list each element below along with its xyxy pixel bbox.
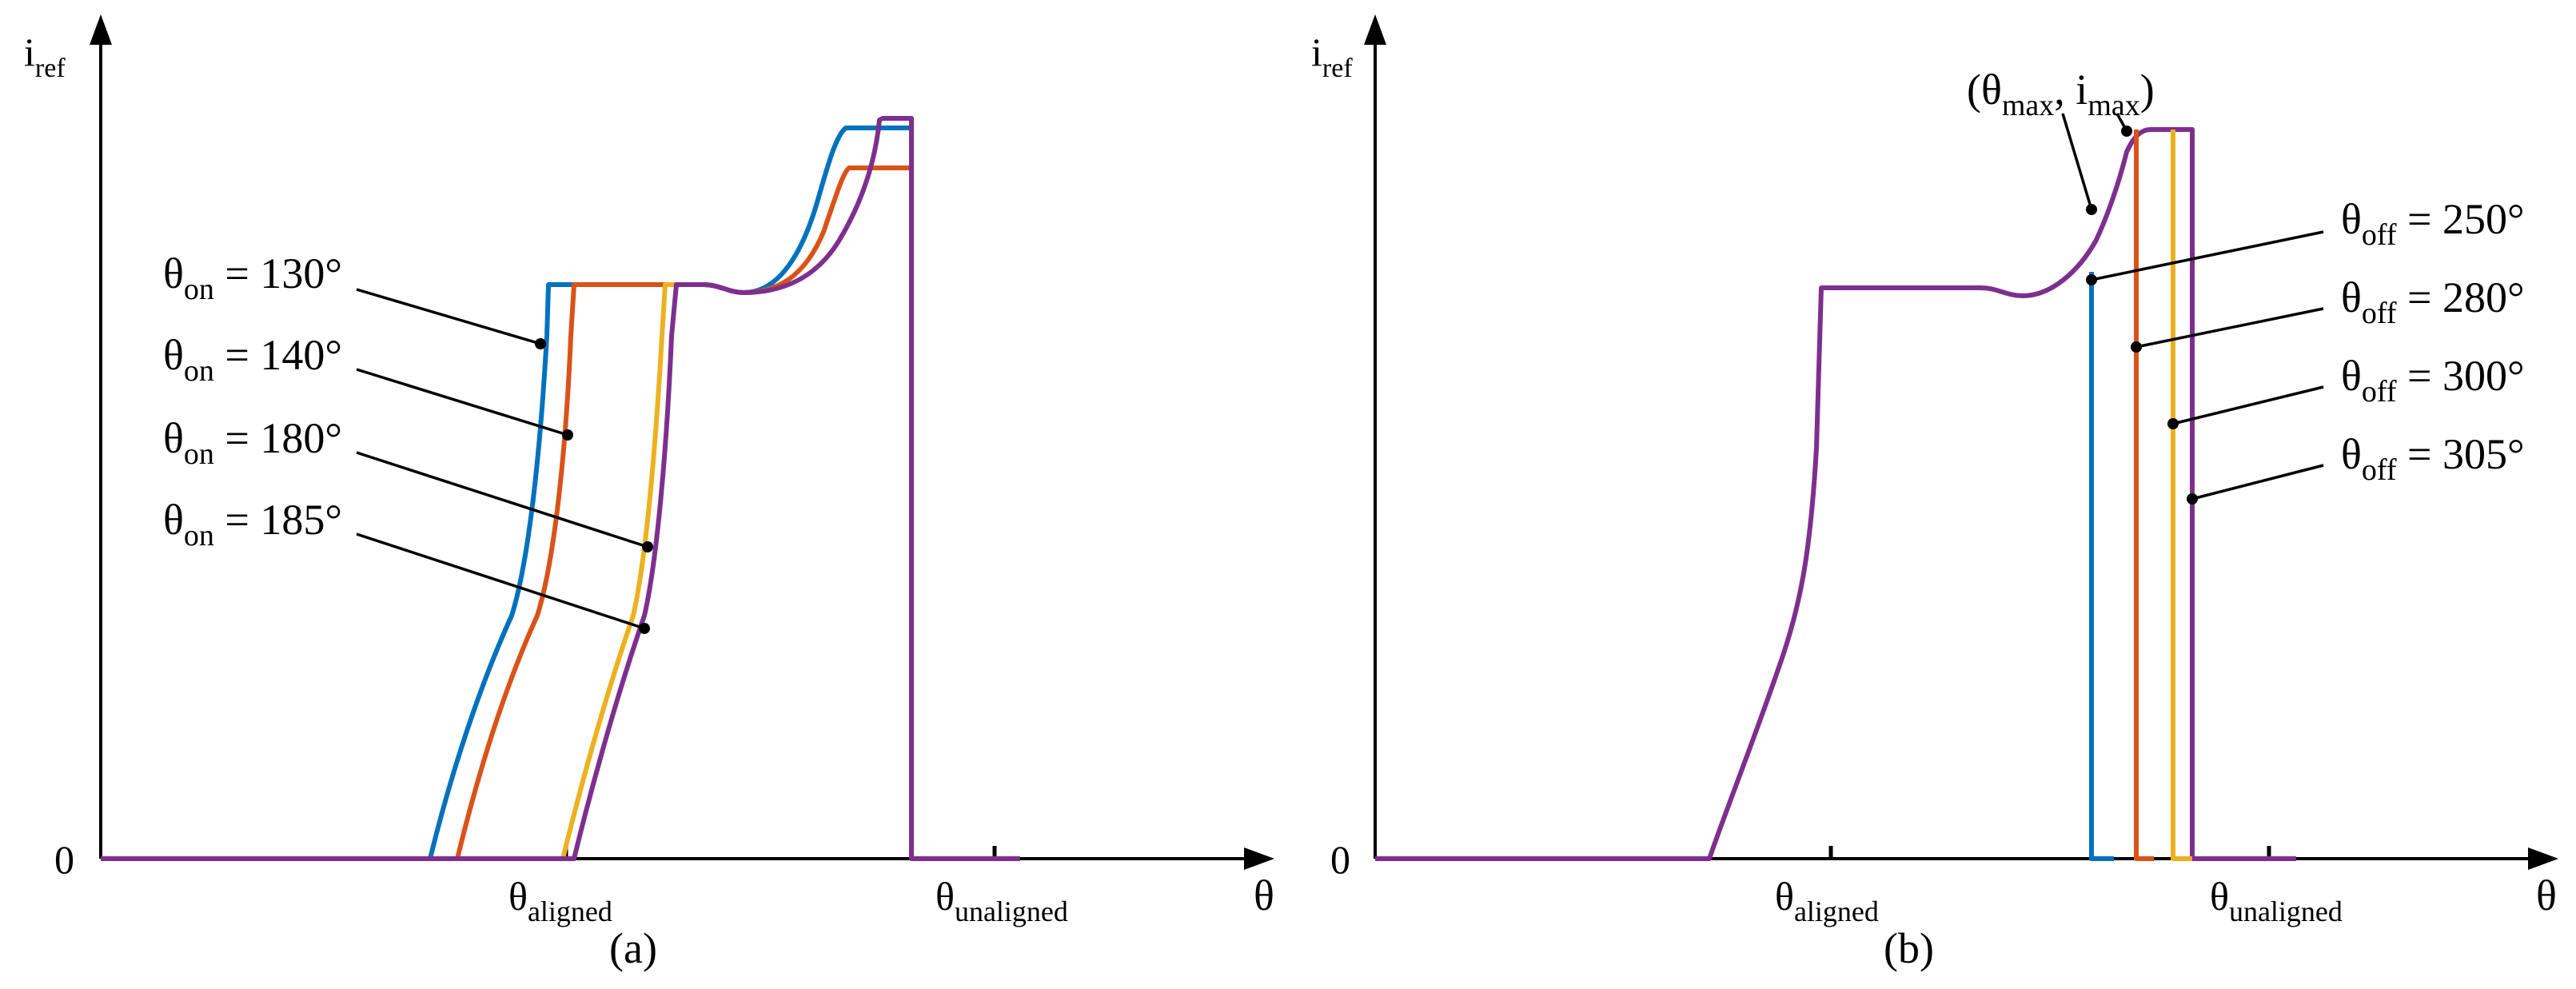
y-axis-arrow-a [90,14,112,45]
x-tick-label-unaligned-a: θunaligned [935,874,1068,927]
x-tick-label-unaligned-b: θunaligned [2210,874,2343,927]
panel-label-a: (a) [609,924,657,972]
leader-180 [356,451,648,548]
leader-300 [2172,385,2324,425]
series-a-140 [101,165,911,861]
leader-dot-305 [2187,493,2198,504]
y-axis-label-b: iref [1311,30,1353,83]
x-axis-arrow-b [2528,847,2558,870]
y-axis-arrow-b [1364,14,1386,45]
leader-dot-180 [642,541,653,552]
legend-label-130: θon = 130° [163,249,342,306]
y-zero-label-a: 0 [54,837,74,882]
leader-280 [2135,307,2324,349]
leader-max-a [2061,113,2093,210]
series-b-base [1375,127,2296,861]
leader-185 [356,532,645,630]
series-a-180 [560,282,704,859]
panel-a: iref 0 θaligned θunaligned θ (a) θon = 1… [24,14,1274,972]
leader-dot-185 [639,623,650,634]
leader-130 [356,288,541,345]
legend-label-280: θoff = 280° [2341,273,2525,330]
x-axis-label-b: θ [2536,871,2557,919]
panel-b: iref 0 θaligned θunaligned θ (b) (θmax, … [1311,14,2558,972]
leader-250 [2091,230,2324,281]
leader-dot-140 [562,429,573,441]
series-b-250 [2089,272,2114,861]
legend-label-300: θoff = 300° [2341,352,2525,409]
x-tick-label-aligned-b: θaligned [1775,874,1879,927]
leader-dot-130 [535,338,546,349]
leader-dot-max-a [2086,204,2097,215]
leader-dot-max-b [2121,126,2132,137]
series-b-280 [2134,130,2154,861]
leader-dot-280 [2131,341,2142,353]
legend-label-250: θoff = 250° [2341,195,2525,252]
series-a-130 [101,126,911,861]
legend-label-180: θon = 180° [163,414,342,471]
y-zero-label-b: 0 [1330,837,1350,882]
panel-label-b: (b) [1884,924,1934,972]
legend-label-305: θoff = 305° [2341,430,2525,487]
leader-dot-300 [2167,418,2179,429]
legend-label-185: θon = 185° [163,496,342,552]
legend-label-140: θon = 140° [163,331,342,388]
leader-140 [356,368,568,437]
series-b-300 [2171,130,2192,861]
x-axis-arrow-a [1244,847,1274,870]
leader-305 [2191,464,2324,500]
annotation-max-point: (θmax, imax) [1967,66,2155,122]
leader-dot-250 [2086,274,2097,285]
x-tick-label-aligned-a: θaligned [508,874,612,927]
x-axis-label-a: θ [1254,871,1274,919]
y-axis-label-a: iref [24,30,66,83]
series-a-185 [101,116,1020,861]
